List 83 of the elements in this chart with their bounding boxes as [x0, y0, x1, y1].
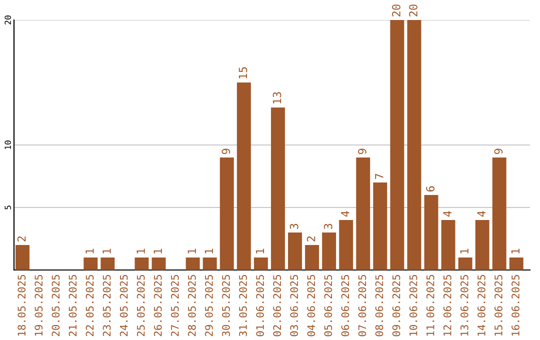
bar: [134, 258, 149, 270]
x-tick-label: 20.05.2025: [52, 275, 60, 336]
data-label: 9: [358, 148, 366, 154]
x-tick-label: 01.06.2025: [256, 275, 264, 336]
bar: [100, 258, 115, 270]
data-label: 4: [477, 211, 486, 217]
data-label: 15: [238, 67, 248, 78]
bar: [339, 220, 354, 270]
data-label: 3: [324, 224, 332, 229]
bar: [458, 258, 472, 270]
x-tick-label: 19.05.2025: [34, 275, 43, 336]
x-tick-label: 24.05.2025: [120, 275, 128, 336]
bar: [509, 258, 524, 270]
bar: [186, 258, 200, 270]
x-tick-label: 10.06.2025: [409, 275, 418, 336]
bar: [305, 245, 319, 270]
bar: [424, 195, 438, 270]
bar: [288, 232, 302, 270]
data-label: 1: [188, 248, 196, 254]
bar: [84, 258, 98, 270]
data-label: 2: [17, 236, 26, 242]
data-label: 20: [409, 4, 418, 16]
y-tick-label: 20: [4, 16, 11, 24]
x-tick-label: 21.05.2025: [68, 275, 77, 336]
x-tick-label: 27.05.2025: [170, 275, 179, 336]
x-tick-label: 31.05.2025: [239, 275, 247, 336]
data-label: 4: [443, 211, 452, 217]
bar: [254, 258, 268, 270]
data-label: 13: [272, 92, 282, 104]
data-label: 9: [222, 148, 230, 154]
x-tick-label: 25.05.2025: [136, 275, 145, 336]
bar: [270, 108, 285, 270]
x-tick-label: 13.06.2025: [460, 275, 468, 336]
x-tick-label: 11.06.2025: [426, 275, 434, 336]
x-tick-label: 29.05.2025: [205, 275, 213, 336]
bar: [322, 232, 336, 270]
bar: [373, 182, 388, 270]
data-label: 1: [204, 248, 213, 254]
bar: [220, 158, 234, 270]
x-tick-label: 03.06.2025: [290, 275, 298, 336]
data-label: 20: [392, 4, 400, 16]
bar: [202, 258, 217, 270]
x-tick-label: 04.06.2025: [307, 275, 316, 336]
data-label: 1: [102, 248, 111, 254]
x-tick-label: 09.06.2025: [392, 275, 400, 336]
x-tick-label: 08.06.2025: [375, 275, 384, 336]
y-tick-label: 10: [4, 140, 11, 150]
data-label: 1: [136, 248, 145, 254]
x-tick-label: 30.05.2025: [222, 275, 230, 336]
data-label: 6: [426, 186, 434, 192]
bar: [152, 258, 166, 270]
x-tick-label: 07.06.2025: [358, 275, 366, 336]
x-tick-label: 14.06.2025: [477, 275, 486, 336]
bar: [356, 158, 370, 270]
data-label: 7: [375, 174, 384, 179]
data-label: 1: [256, 248, 264, 254]
bar: [236, 82, 251, 270]
data-label: 1: [86, 248, 94, 254]
data-label: 3: [290, 224, 298, 229]
data-label: 1: [460, 248, 468, 254]
bar: [475, 220, 490, 270]
data-label: 2: [306, 236, 316, 242]
x-tick-label: 15.06.2025: [494, 275, 502, 336]
bar: [441, 220, 456, 270]
x-tick-label: 05.06.2025: [324, 275, 332, 336]
bar: [492, 158, 506, 270]
x-tick-label: 06.06.2025: [341, 275, 350, 336]
y-tick-label: 5: [4, 206, 11, 210]
x-tick-label: 02.06.2025: [273, 275, 282, 336]
x-tick-label: 23.05.2025: [102, 275, 111, 336]
bar: [390, 20, 404, 270]
x-tick-label: 18.05.2025: [18, 275, 26, 336]
bar: [16, 245, 30, 270]
data-label: 4: [341, 211, 350, 217]
x-tick-label: 28.05.2025: [188, 275, 196, 336]
x-tick-label: 16.06.2025: [512, 275, 520, 336]
data-label: 1: [154, 248, 162, 254]
data-label: 1: [511, 248, 520, 254]
x-tick-label: 26.05.2025: [154, 275, 162, 336]
bar: [407, 20, 422, 270]
x-tick-label: 22.05.2025: [86, 275, 94, 336]
data-label: 9: [494, 148, 503, 154]
x-tick-label: 12.06.2025: [443, 275, 452, 336]
